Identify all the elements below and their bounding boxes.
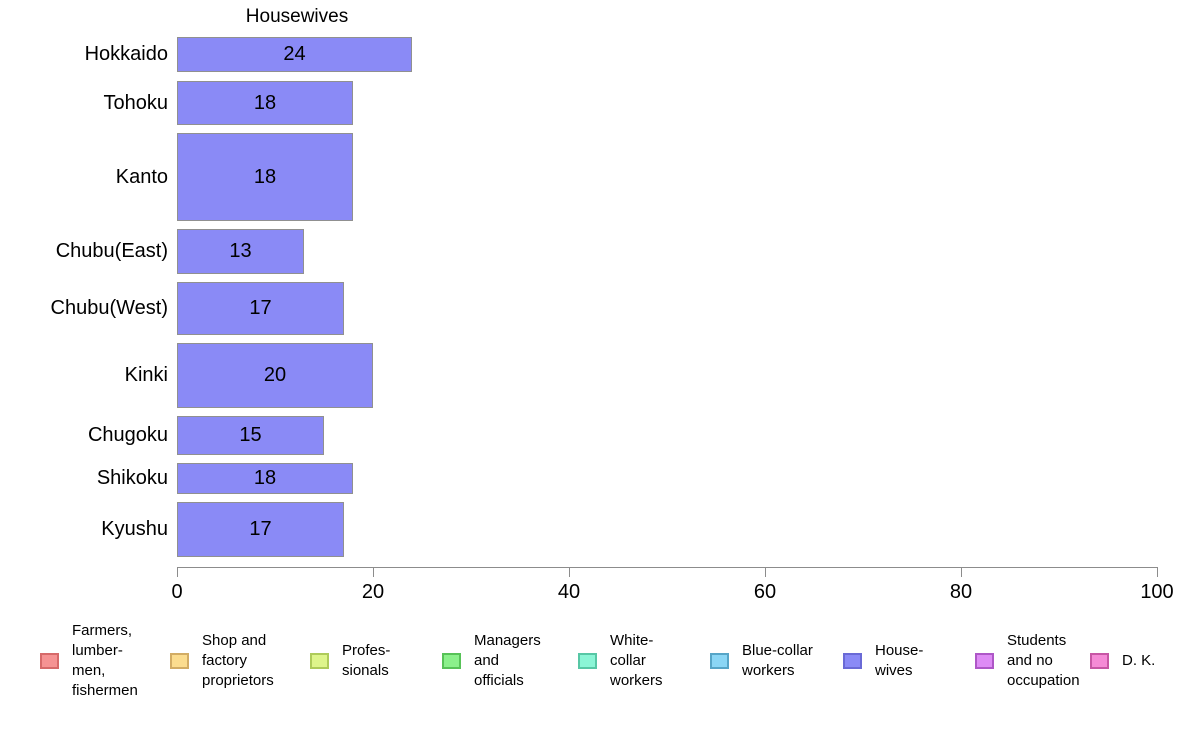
legend-label: Profes-sionals bbox=[342, 642, 391, 679]
legend-swatch bbox=[170, 653, 189, 669]
legend-swatch bbox=[310, 653, 329, 669]
legend-item-managers-and-officials: Managers and officials bbox=[442, 631, 541, 691]
bar-kyushu: 17 bbox=[177, 502, 344, 557]
chart-title: Housewives bbox=[245, 6, 349, 27]
bar-value-label: 20 bbox=[263, 364, 287, 386]
x-tick-mark bbox=[961, 567, 962, 577]
x-tick-label: 100 bbox=[1140, 581, 1174, 603]
category-label: Hokkaido bbox=[84, 43, 168, 65]
category-label: Shikoku bbox=[96, 467, 168, 489]
bar-chubu-east-: 13 bbox=[177, 229, 304, 274]
category-label: Kyushu bbox=[101, 518, 168, 540]
bar-value-label: 24 bbox=[283, 43, 306, 65]
bar-value-label: 17 bbox=[249, 518, 272, 540]
bar-kanto: 18 bbox=[177, 133, 353, 221]
category-label: Tohoku bbox=[103, 92, 169, 114]
legend-swatch bbox=[710, 653, 729, 669]
x-tick-label: 0 bbox=[171, 581, 183, 603]
bar-value-label: 18 bbox=[253, 91, 277, 114]
bar-chubu-west-: 17 bbox=[177, 282, 344, 335]
legend-label: Students and no occupation bbox=[1007, 632, 1080, 689]
x-tick-mark bbox=[1157, 567, 1158, 577]
legend-label: Farmers, lumber-men, fishermen bbox=[72, 622, 138, 699]
x-tick-mark bbox=[373, 567, 374, 577]
legend-swatch bbox=[975, 653, 994, 669]
category-label: Kanto bbox=[115, 166, 168, 188]
bar-tohoku: 18 bbox=[177, 81, 353, 125]
bar-value-label: 18 bbox=[253, 165, 277, 188]
bar-value-label: 13 bbox=[229, 240, 252, 262]
x-tick-label: 60 bbox=[753, 581, 777, 603]
legend-label: Shop and factory proprietors bbox=[202, 632, 274, 689]
bar-shikoku: 18 bbox=[177, 463, 353, 494]
legend-item-blue-collar-workers: Blue-collar workers bbox=[710, 641, 813, 681]
x-tick-label: 80 bbox=[949, 581, 973, 603]
x-tick-label: 20 bbox=[361, 581, 385, 603]
legend-label: White-collar workers bbox=[610, 632, 663, 689]
legend-label: D. K. bbox=[1122, 652, 1156, 669]
bar-value-label: 18 bbox=[253, 467, 277, 489]
legend-item-house-wives: House-wives bbox=[843, 641, 923, 681]
legend-label: Blue-collar workers bbox=[742, 642, 813, 679]
legend-swatch bbox=[40, 653, 59, 669]
legend-label: House-wives bbox=[875, 642, 924, 679]
legend-swatch bbox=[442, 653, 461, 669]
category-label: Chubu(West) bbox=[50, 297, 168, 319]
x-tick-mark bbox=[765, 567, 766, 577]
category-label: Chugoku bbox=[87, 424, 168, 446]
bar-kinki: 20 bbox=[177, 343, 373, 408]
legend-item-students-and-no-occupation: Students and no occupation bbox=[975, 631, 1080, 691]
bar-value-label: 15 bbox=[239, 424, 262, 446]
x-axis-line bbox=[177, 567, 1157, 568]
x-tick-mark bbox=[569, 567, 570, 577]
legend-item-white-collar-workers: White-collar workers bbox=[578, 631, 663, 691]
bar-hokkaido: 24 bbox=[177, 37, 412, 72]
legend-swatch bbox=[578, 653, 597, 669]
category-label: Kinki bbox=[124, 364, 168, 386]
legend-item-profes-sionals: Profes-sionals bbox=[310, 641, 390, 681]
bar-chugoku: 15 bbox=[177, 416, 324, 455]
category-label: Chubu(East) bbox=[55, 240, 168, 262]
bar-value-label: 17 bbox=[249, 297, 272, 319]
legend-swatch bbox=[843, 653, 862, 669]
legend-label: Managers and officials bbox=[474, 632, 541, 689]
x-tick-label: 40 bbox=[557, 581, 581, 603]
x-tick-mark bbox=[177, 567, 178, 577]
legend-swatch bbox=[1090, 653, 1109, 669]
legend-item-shop-and-factory-proprietors: Shop and factory proprietors bbox=[170, 631, 274, 691]
legend-item-farmers-lumber-men-fishermen: Farmers, lumber-men, fishermen bbox=[40, 621, 138, 701]
legend-item-d-k: D. K. bbox=[1090, 651, 1155, 671]
